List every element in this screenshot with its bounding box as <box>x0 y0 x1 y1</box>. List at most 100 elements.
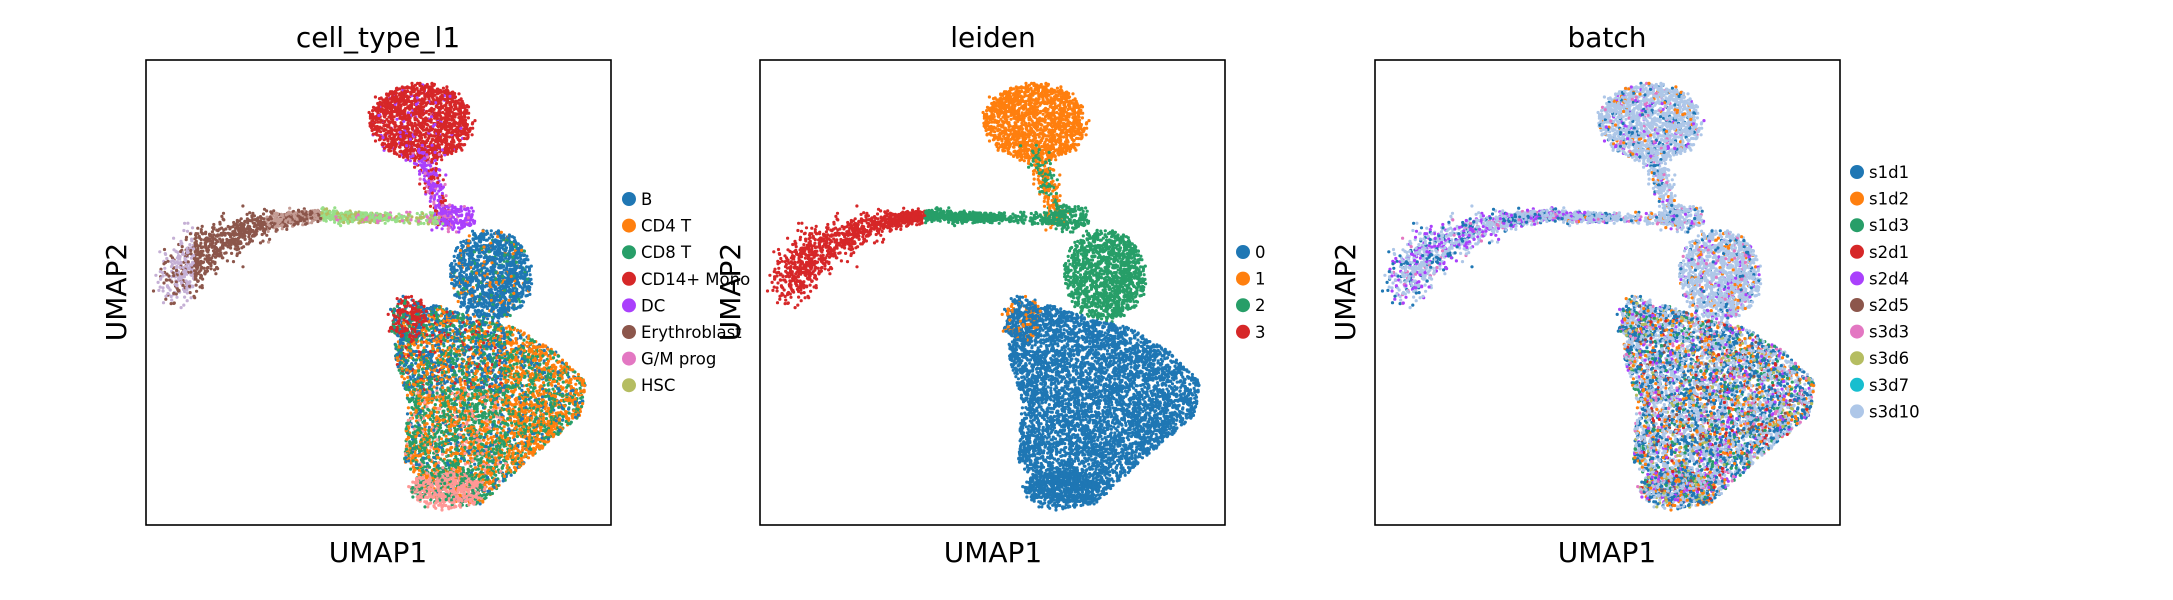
scatter-point <box>397 145 402 149</box>
scatter-point <box>482 301 486 306</box>
scatter-point <box>434 162 438 166</box>
scatter-point <box>498 271 502 275</box>
scatter-point <box>231 260 236 264</box>
scatter-point <box>433 216 437 220</box>
scatter-point <box>194 271 198 275</box>
scatter-point <box>303 222 308 226</box>
scatter-point <box>473 296 477 300</box>
scatter-point <box>358 219 362 223</box>
scatter-point <box>419 115 423 120</box>
scatter-point <box>436 89 440 93</box>
scatter-point <box>448 143 452 147</box>
scatter-point <box>515 287 519 291</box>
scatter-point <box>474 236 478 240</box>
scatter-point <box>197 234 201 238</box>
scatter-point <box>274 225 278 229</box>
scatter-point <box>515 293 519 297</box>
scatter-point <box>376 120 380 124</box>
scatter-point <box>448 135 452 139</box>
scatter-point <box>229 235 233 239</box>
scatter-point <box>463 111 467 115</box>
scatter-point <box>218 233 222 237</box>
scatter-point <box>172 291 176 295</box>
scatter-point <box>524 294 528 298</box>
scatter-point <box>400 85 404 89</box>
scatter-point <box>429 177 434 181</box>
scatter-point <box>211 249 216 253</box>
scatter-point <box>528 292 532 296</box>
scatter-point <box>450 147 454 151</box>
scatter-point <box>444 194 448 198</box>
scatter-point <box>248 211 252 215</box>
scatter-point <box>504 246 509 250</box>
scatter-point <box>301 223 305 227</box>
scatter-point <box>462 122 467 126</box>
scatter-point <box>285 224 289 228</box>
scatter-point <box>417 157 421 161</box>
scatter-point <box>212 252 216 256</box>
scatter-point <box>454 127 458 131</box>
scatter-point <box>387 216 391 220</box>
scatter-point <box>459 270 463 274</box>
scatter-point <box>181 265 185 270</box>
scatter-point <box>458 284 462 288</box>
scatter-point <box>385 144 389 148</box>
scatter-point <box>243 220 247 224</box>
scatter-point <box>462 136 466 141</box>
scatter-point <box>448 203 452 207</box>
scatter-point <box>469 297 473 301</box>
scatter-point <box>154 273 158 277</box>
scatter-point <box>207 261 211 265</box>
scatter-point <box>451 128 455 133</box>
scatter-point <box>397 216 401 220</box>
scatter-point <box>300 216 304 220</box>
scatter-point <box>425 138 429 142</box>
scatter-point <box>420 133 424 137</box>
scatter-point <box>415 110 419 114</box>
scatter-point <box>394 99 398 103</box>
scatter-point <box>331 217 335 221</box>
scatter-point <box>445 221 449 225</box>
scatter-point <box>473 119 477 123</box>
scatter-point <box>278 219 282 223</box>
scatter-point <box>165 284 169 288</box>
scatter-point <box>404 134 408 138</box>
scatter-point <box>215 266 219 270</box>
scatter-point <box>429 172 433 176</box>
scatter-point <box>436 176 440 180</box>
scatter-point <box>433 158 437 163</box>
scatter-point <box>164 297 168 301</box>
scatter-point <box>378 214 382 218</box>
scatter-point <box>194 283 198 287</box>
scatter-point <box>383 119 387 124</box>
scatter-point <box>424 132 428 136</box>
scatter-point <box>441 86 445 90</box>
scatter-point <box>413 83 417 87</box>
scatter-point <box>504 241 508 245</box>
scatter-point <box>510 235 515 239</box>
scatter-point <box>453 259 457 263</box>
scatter-point <box>459 240 463 244</box>
scatter-point <box>454 149 458 153</box>
scatter-point <box>464 241 468 245</box>
scatter-point <box>454 249 458 253</box>
scatter-point <box>190 226 195 230</box>
scatter-point <box>480 284 484 289</box>
scatter-point <box>486 317 490 321</box>
scatter-point <box>439 183 443 187</box>
scatter-point <box>485 293 489 297</box>
scatter-point <box>235 218 239 223</box>
scatter-point <box>417 113 421 117</box>
scatter-point <box>471 305 475 309</box>
scatter-point <box>522 283 526 287</box>
scatter-point <box>329 213 334 217</box>
scatter-point <box>343 217 347 221</box>
scatter-point <box>496 235 500 239</box>
scatter-point <box>482 266 486 270</box>
scatter-point <box>431 153 436 157</box>
scatter-point <box>217 249 221 253</box>
scatter-point <box>400 91 404 96</box>
scatter-point <box>184 235 189 239</box>
scatter-point <box>423 148 427 152</box>
scatter-point <box>493 277 498 281</box>
